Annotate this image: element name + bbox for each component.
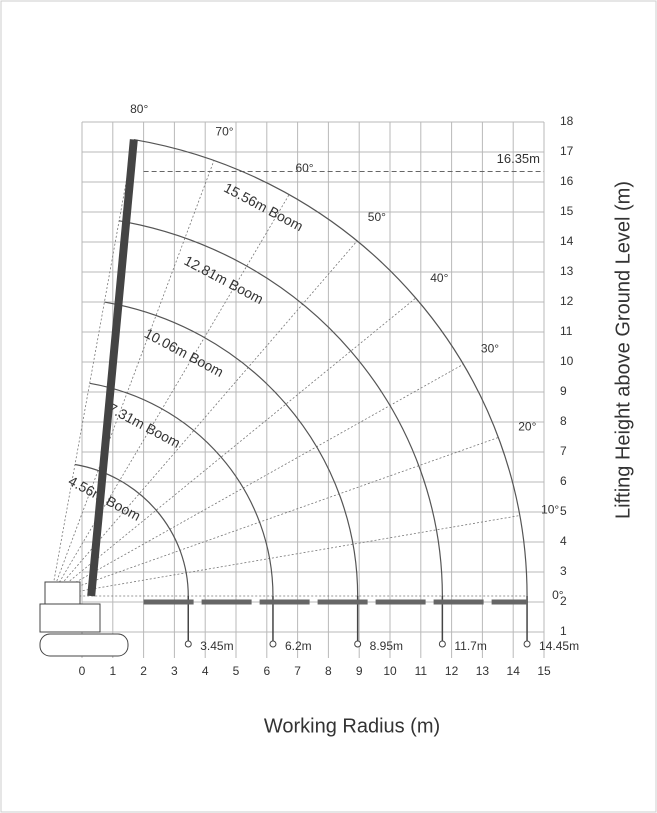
y-tick-label: 11	[560, 324, 573, 338]
x-tick-label: 6	[263, 664, 270, 678]
y-tick-label: 14	[560, 234, 574, 248]
x-tick-label: 15	[537, 664, 551, 678]
angle-label: 80°	[130, 102, 148, 116]
y-tick-label: 15	[560, 204, 574, 218]
x-tick-label: 2	[140, 664, 147, 678]
x-tick-label: 0	[79, 664, 86, 678]
y-tick-label: 5	[560, 504, 567, 518]
x-tick-label: 8	[325, 664, 332, 678]
cab	[44, 581, 81, 605]
x-tick-label: 5	[233, 664, 240, 678]
y-tick-label: 8	[560, 414, 567, 428]
x-axis-title: Working Radius (m)	[264, 715, 440, 737]
x-tick-label: 12	[445, 664, 459, 678]
angle-ray	[50, 194, 290, 597]
angle-ray	[50, 297, 416, 597]
x-tick-label: 9	[356, 664, 363, 678]
y-tick-label: 1	[560, 624, 567, 638]
x-tick-label: 4	[202, 664, 209, 678]
y-tick-label: 13	[560, 264, 574, 278]
boom	[87, 139, 138, 597]
y-tick-label: 17	[560, 144, 574, 158]
x-tick-label: 13	[476, 664, 490, 678]
max-height-label: 16.35m	[497, 151, 540, 166]
angle-label: 70°	[215, 124, 233, 138]
angle-label: 10°	[541, 502, 559, 516]
hook	[184, 640, 192, 648]
angle-label: 40°	[430, 271, 448, 285]
angle-label: 30°	[481, 341, 499, 355]
y-tick-label: 7	[560, 444, 567, 458]
hook	[354, 640, 362, 648]
angle-label: 0°	[552, 588, 564, 602]
y-tick-label: 18	[560, 114, 574, 128]
reach-label: 8.95m	[370, 639, 403, 653]
reach-label: 3.45m	[200, 639, 233, 653]
angle-ray	[50, 139, 135, 597]
x-tick-label: 7	[294, 664, 301, 678]
hook	[438, 640, 446, 648]
boom-arc	[133, 138, 528, 597]
x-tick-label: 1	[109, 664, 116, 678]
angle-label: 60°	[295, 161, 313, 175]
y-tick-label: 9	[560, 384, 567, 398]
y-tick-label: 6	[560, 474, 567, 488]
angle-ray	[51, 437, 499, 597]
reach-label: 6.2m	[285, 639, 312, 653]
reach-label: 14.45m	[539, 639, 579, 653]
hook	[523, 640, 531, 648]
boom-arc	[104, 301, 359, 597]
track	[39, 633, 129, 657]
y-tick-label: 2	[560, 594, 567, 608]
hook	[269, 640, 277, 648]
y-tick-label: 10	[560, 354, 574, 368]
angle-ray	[51, 515, 520, 597]
body	[39, 603, 101, 633]
boom-arc	[119, 220, 443, 597]
y-tick-label: 12	[560, 294, 574, 308]
angle-ray	[50, 160, 215, 597]
y-tick-label: 3	[560, 564, 567, 578]
crane-base	[39, 581, 129, 657]
y-axis-title: Lifting Height above Ground Level (m)	[612, 181, 634, 519]
angle-label: 50°	[368, 210, 386, 224]
x-tick-label: 3	[171, 664, 178, 678]
boom-arc	[89, 382, 274, 597]
y-tick-label: 16	[560, 174, 574, 188]
reach-label: 11.7m	[454, 639, 486, 653]
x-tick-label: 11	[415, 664, 428, 678]
angle-label: 20°	[518, 419, 536, 433]
x-tick-label: 14	[507, 664, 521, 678]
y-tick-label: 4	[560, 534, 567, 548]
x-tick-label: 10	[383, 664, 397, 678]
angle-ray	[51, 363, 464, 597]
